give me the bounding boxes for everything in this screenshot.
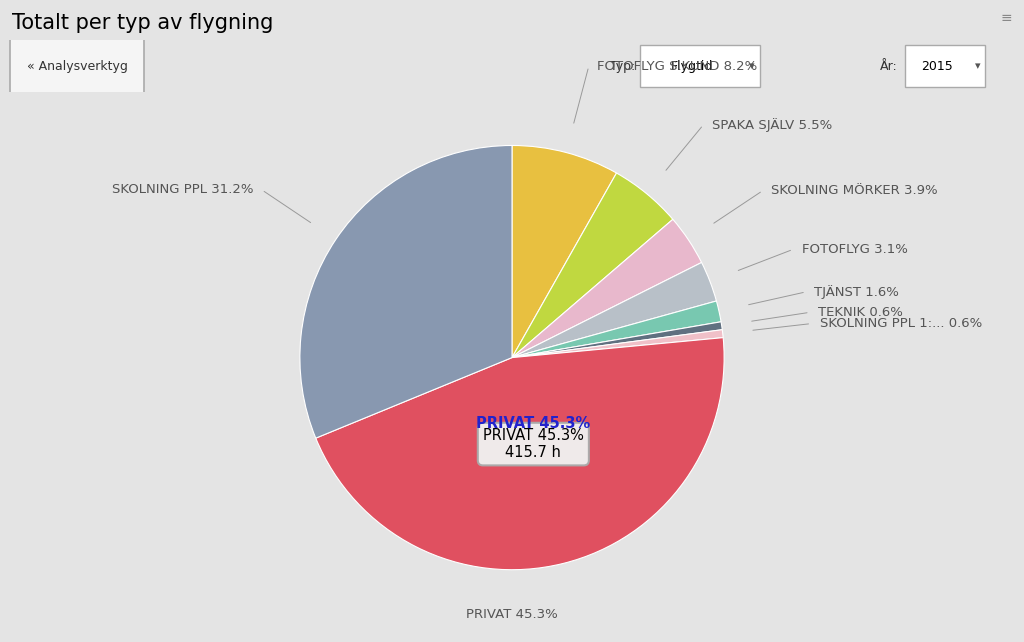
Text: SKOLNING PPL 31.2%: SKOLNING PPL 31.2% [112, 184, 253, 196]
Wedge shape [315, 338, 724, 569]
Wedge shape [512, 220, 701, 358]
Wedge shape [512, 173, 673, 358]
FancyBboxPatch shape [905, 45, 985, 87]
Text: ▾: ▾ [750, 61, 755, 71]
Text: Typ:: Typ: [610, 60, 635, 73]
Wedge shape [512, 301, 721, 358]
Wedge shape [300, 146, 512, 438]
Wedge shape [512, 322, 722, 358]
Text: TEKNIK 0.6%: TEKNIK 0.6% [818, 306, 903, 319]
Text: PRIVAT 45.3%
415.7 h: PRIVAT 45.3% 415.7 h [483, 428, 584, 460]
Text: 2015: 2015 [922, 60, 953, 73]
Text: År:: År: [880, 60, 898, 73]
Wedge shape [512, 263, 717, 358]
Text: PRIVAT 45.3%: PRIVAT 45.3% [466, 608, 558, 621]
Wedge shape [512, 330, 723, 358]
Text: SPAKA SJÄLV 5.5%: SPAKA SJÄLV 5.5% [712, 118, 833, 132]
Text: SKOLNING PPL 1:... 0.6%: SKOLNING PPL 1:... 0.6% [820, 317, 982, 330]
FancyBboxPatch shape [10, 0, 144, 191]
Text: ≡: ≡ [1000, 11, 1012, 25]
Text: ▾: ▾ [975, 61, 981, 71]
Text: « Analysverktyg: « Analysverktyg [27, 60, 127, 73]
Text: FOTOFLYG S.KUND 8.2%: FOTOFLYG S.KUND 8.2% [597, 60, 758, 73]
Text: Flygtid: Flygtid [671, 60, 713, 73]
FancyBboxPatch shape [640, 45, 760, 87]
Text: SKOLNING MÖRKER 3.9%: SKOLNING MÖRKER 3.9% [771, 184, 938, 197]
Text: FOTOFLYG 3.1%: FOTOFLYG 3.1% [802, 243, 907, 256]
Text: TJÄNST 1.6%: TJÄNST 1.6% [814, 285, 899, 299]
Text: Totalt per typ av flygning: Totalt per typ av flygning [12, 13, 273, 33]
Text: PRIVAT 45.3%: PRIVAT 45.3% [476, 417, 591, 431]
Wedge shape [512, 146, 616, 358]
